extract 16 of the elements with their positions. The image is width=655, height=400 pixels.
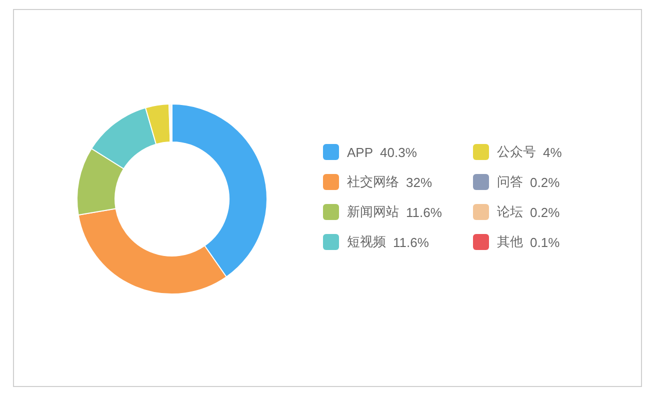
data-label: 0.2% [530, 174, 560, 190]
legend-label: 短视频 [347, 233, 386, 251]
data-label: 11.6% [393, 234, 429, 250]
legend-label: 论坛 [497, 203, 523, 221]
legend-label: 其他 [497, 233, 523, 251]
data-label: 40.3% [380, 144, 417, 160]
legend-label: 问答 [497, 173, 523, 191]
data-label: 0.1% [530, 234, 560, 250]
legend-label: APP [347, 144, 374, 160]
data-label: 0.2% [530, 204, 560, 220]
data-label: 32% [406, 174, 432, 190]
legend-label: 社交网络 [347, 173, 399, 191]
data-label: 11.6% [406, 204, 442, 220]
data-label: 4% [543, 144, 562, 160]
legend-label: 新闻网站 [347, 203, 399, 221]
legend-label: 公众号 [497, 143, 536, 161]
